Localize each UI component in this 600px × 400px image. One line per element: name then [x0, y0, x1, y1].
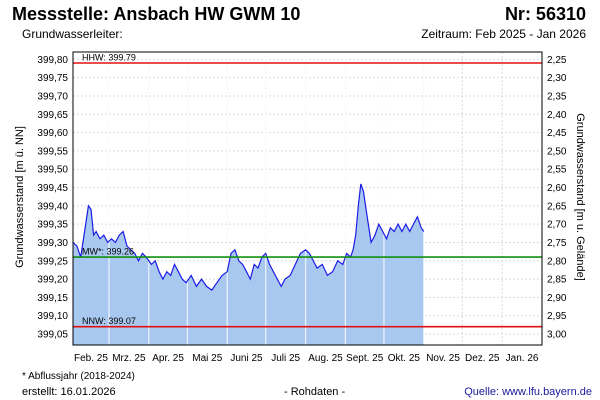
y-tick-label-left: 399,25 — [37, 256, 68, 267]
y-tick-label-left: 399,50 — [37, 165, 68, 176]
series-line — [72, 183, 425, 291]
y-tick-label-left: 399,55 — [37, 146, 68, 157]
y-tick-label-right: 2,35 — [547, 91, 567, 102]
series-area — [73, 183, 424, 345]
nnw-label: NNW: 399.07 — [82, 316, 136, 326]
station-number: Nr: 56310 — [504, 4, 586, 24]
y-tick-label-right: 2,70 — [547, 220, 567, 231]
x-tick-label: Aug. 25 — [308, 353, 343, 364]
y-tick-label-left: 399,60 — [37, 128, 68, 139]
data-layer — [72, 52, 425, 345]
y-tick-label-right: 2,65 — [547, 201, 567, 212]
mw-label: MW*: 399.26 — [82, 247, 134, 257]
y-tick-label-left: 399,80 — [37, 55, 68, 66]
plot-frame — [72, 51, 543, 346]
created-date: erstellt: 16.01.2026 — [22, 386, 116, 398]
x-tick-label: Dez. 25 — [465, 353, 500, 364]
y-tick-label-right: 2,45 — [547, 128, 567, 139]
x-tick-label: Jan. 26 — [506, 353, 539, 364]
x-tick-label: Feb. 25 — [74, 353, 108, 364]
reference-lines: HHW: 399.79 MW*: 399.26 NNW: 399.07 — [73, 52, 542, 328]
y-tick-label-left: 399,70 — [37, 91, 68, 102]
x-tick-label: Apr. 25 — [152, 353, 184, 364]
x-tick-label: Okt. 25 — [388, 353, 421, 364]
x-tick-label: Mrz. 25 — [112, 353, 146, 364]
footnote: * Abflussjahr (2018-2024) — [22, 371, 135, 382]
y-tick-label-right: 2,25 — [547, 55, 567, 66]
x-tick-label: Sept. 25 — [346, 353, 384, 364]
y-tick-label-left: 399,20 — [37, 275, 68, 286]
y-tick-label-left: 399,30 — [37, 238, 68, 249]
raw-data-label: - Rohdaten - — [284, 386, 346, 398]
y-tick-label-left: 399,05 — [37, 330, 68, 341]
y-tick-label-right: 2,50 — [547, 146, 567, 157]
y-tick-label-left: 399,35 — [37, 220, 68, 231]
y-tick-label-left: 399,40 — [37, 201, 68, 212]
y-tick-label-right: 2,80 — [547, 256, 567, 267]
y-tick-label-right: 2,75 — [547, 238, 567, 249]
y-tick-label-left: 399,65 — [37, 110, 68, 121]
y-tick-label-right: 2,30 — [547, 73, 567, 84]
y-tick-label-right: 2,60 — [547, 183, 567, 194]
period-label: Zeitraum: Feb 2025 - Jan 2026 — [421, 27, 586, 41]
source-link[interactable]: Quelle: www.lfu.bayern.de — [464, 386, 592, 398]
y-tick-label-right: 2,40 — [547, 110, 567, 121]
y-tick-label-left: 399,75 — [37, 73, 68, 84]
aquifer-label: Grundwasserleiter: — [22, 27, 123, 41]
y-tick-label-right: 3,00 — [547, 330, 567, 341]
y-tick-label-left: 399,45 — [37, 183, 68, 194]
x-tick-label: Juni 25 — [230, 353, 263, 364]
y-tick-label-right: 2,95 — [547, 311, 567, 322]
page-title: Messstelle: Ansbach HW GWM 10 — [12, 4, 301, 24]
y-tick-label-right: 2,85 — [547, 275, 567, 286]
x-tick-label: Nov. 25 — [426, 353, 460, 364]
hhw-label: HHW: 399.79 — [82, 52, 136, 62]
y-tick-label-right: 2,90 — [547, 293, 567, 304]
y-axis-label-right: Grundwasserstand [m u. Gelände] — [574, 113, 586, 281]
tick-labels: 399,80 2,25 399,75 2,30 399,70 2,35 399,65 2,40… — [37, 55, 566, 364]
y-tick-label-left: 399,10 — [37, 311, 68, 322]
x-tick-label: Juli 25 — [271, 353, 300, 364]
y-tick-label-right: 2,55 — [547, 165, 567, 176]
y-tick-label-left: 399,15 — [37, 293, 68, 304]
x-tick-label: Mai 25 — [192, 353, 222, 364]
y-axis-label-left: Grundwasserstand [m ü. NN] — [14, 126, 26, 268]
